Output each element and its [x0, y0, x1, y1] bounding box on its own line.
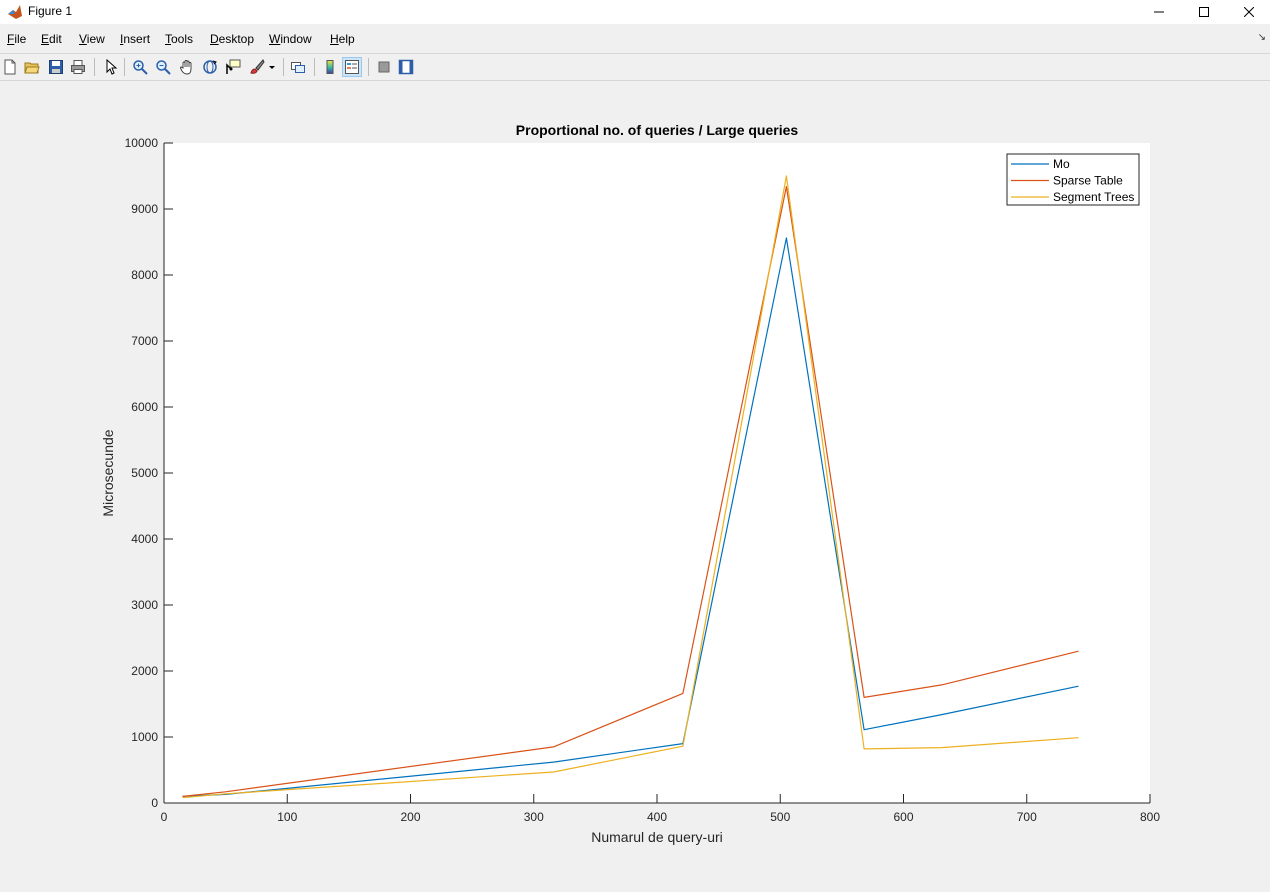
save-icon [49, 60, 63, 74]
y-tick-label: 9000 [131, 202, 158, 216]
toolbar-separator [94, 58, 95, 76]
minimize-button[interactable] [1136, 0, 1182, 24]
x-tick-label: 600 [893, 810, 913, 824]
open-file-icon [24, 62, 40, 74]
x-tick-label: 100 [277, 810, 297, 824]
axes [163, 142, 1151, 804]
x-tick-label: 500 [770, 810, 790, 824]
legend-entry: Segment Trees [1053, 190, 1134, 204]
toolbar-separator [314, 58, 315, 76]
minimize-icon [1154, 11, 1164, 13]
menu-help[interactable]: Help [330, 32, 355, 46]
chevron-down-icon [269, 66, 275, 69]
pointer-icon [106, 59, 118, 75]
y-tick-label: 6000 [131, 400, 158, 414]
brush-button[interactable] [247, 57, 267, 77]
colorbar-icon [326, 60, 334, 74]
maximize-icon [1199, 7, 1209, 17]
zoom-out-button[interactable] [153, 57, 173, 77]
menu-window[interactable]: Window [269, 32, 312, 46]
x-tick-label: 800 [1140, 810, 1160, 824]
menu-view[interactable]: View [79, 32, 105, 46]
axes-background [164, 143, 1150, 803]
colorbar-button[interactable] [320, 57, 340, 77]
x-tick-label: 400 [647, 810, 667, 824]
zoom-out-icon [156, 60, 171, 75]
hide-plot-tools-icon [378, 61, 390, 73]
menu-insert[interactable]: Insert [120, 32, 151, 46]
menu-bar: File Edit View Insert Tools Desktop Wind… [0, 30, 1270, 50]
maximize-button[interactable] [1181, 0, 1227, 24]
link-plot-icon [291, 62, 305, 73]
x-axis-label: Numarul de query-uri [591, 829, 723, 845]
matlab-logo-icon [8, 5, 22, 19]
y-tick-label: 2000 [131, 664, 158, 678]
pointer-button[interactable] [100, 57, 120, 77]
toolbar-separator [368, 58, 369, 76]
data-cursor-button[interactable] [223, 57, 243, 77]
hide-plot-tools-button[interactable] [374, 57, 394, 77]
toolbar-separator [124, 58, 125, 76]
new-figure-button[interactable] [0, 57, 20, 77]
close-button[interactable] [1226, 0, 1270, 24]
y-tick-label: 7000 [131, 334, 158, 348]
new-figure-icon [4, 59, 16, 75]
legend-entry: Sparse Table [1053, 174, 1123, 188]
show-plot-tools-icon [398, 59, 414, 75]
save-button[interactable] [46, 57, 66, 77]
series-line-2[interactable] [182, 175, 1079, 799]
y-axis-label: Microsecunde [100, 429, 116, 516]
tick-labels: 0 100 200 300 400 500 600 700 800010002000300040… [125, 136, 1161, 824]
legend-icon [345, 60, 359, 74]
zoom-in-button[interactable] [130, 57, 150, 77]
pan-icon [180, 60, 192, 75]
x-tick-label: 200 [400, 810, 420, 824]
brush-icon [250, 59, 265, 74]
y-tick-label: 0 [151, 796, 158, 810]
y-tick-label: 4000 [131, 532, 158, 546]
print-button[interactable] [68, 57, 88, 77]
open-file-button[interactable] [22, 57, 42, 77]
y-tick-label: 1000 [131, 730, 158, 744]
plot-lines [182, 175, 1079, 799]
menu-desktop[interactable]: Desktop [210, 32, 255, 46]
y-tick-label: 8000 [131, 268, 158, 282]
figure-toolbar [0, 53, 1270, 81]
rotate-3d-icon [203, 60, 217, 74]
print-icon [71, 60, 85, 74]
y-tick-label: 5000 [131, 466, 158, 480]
menu-file[interactable]: File [7, 32, 27, 46]
x-tick-label: 300 [524, 810, 544, 824]
x-tick-label: 0 [161, 810, 168, 824]
x-tick-label: 700 [1017, 810, 1037, 824]
window-titlebar: Figure 1 [0, 0, 1270, 24]
close-icon [1244, 7, 1254, 17]
series-line-1[interactable] [182, 186, 1079, 797]
y-tick-label: 3000 [131, 598, 158, 612]
link-plot-button[interactable] [288, 57, 308, 77]
y-tick-label: 10000 [125, 136, 159, 150]
brush-dropdown-button[interactable] [266, 57, 278, 77]
legend[interactable]: Mo Sparse Table Segment Trees [1006, 153, 1140, 206]
legend-button[interactable] [342, 57, 362, 77]
menu-edit[interactable]: Edit [41, 32, 62, 46]
toolbar-separator [283, 58, 284, 76]
show-plot-tools-button[interactable] [396, 57, 416, 77]
data-cursor-icon [226, 59, 241, 74]
rotate-3d-button[interactable] [200, 57, 220, 77]
dock-figure-icon[interactable]: ↘ [1257, 32, 1266, 43]
chart-title: Proportional no. of queries / Large quer… [516, 122, 799, 138]
menu-tools[interactable]: Tools [165, 32, 194, 46]
pan-button[interactable] [177, 57, 197, 77]
zoom-in-icon [133, 60, 148, 75]
series-line-0[interactable] [182, 237, 1079, 797]
legend-entry: Mo [1053, 157, 1070, 171]
window-title: Figure 1 [28, 4, 73, 18]
